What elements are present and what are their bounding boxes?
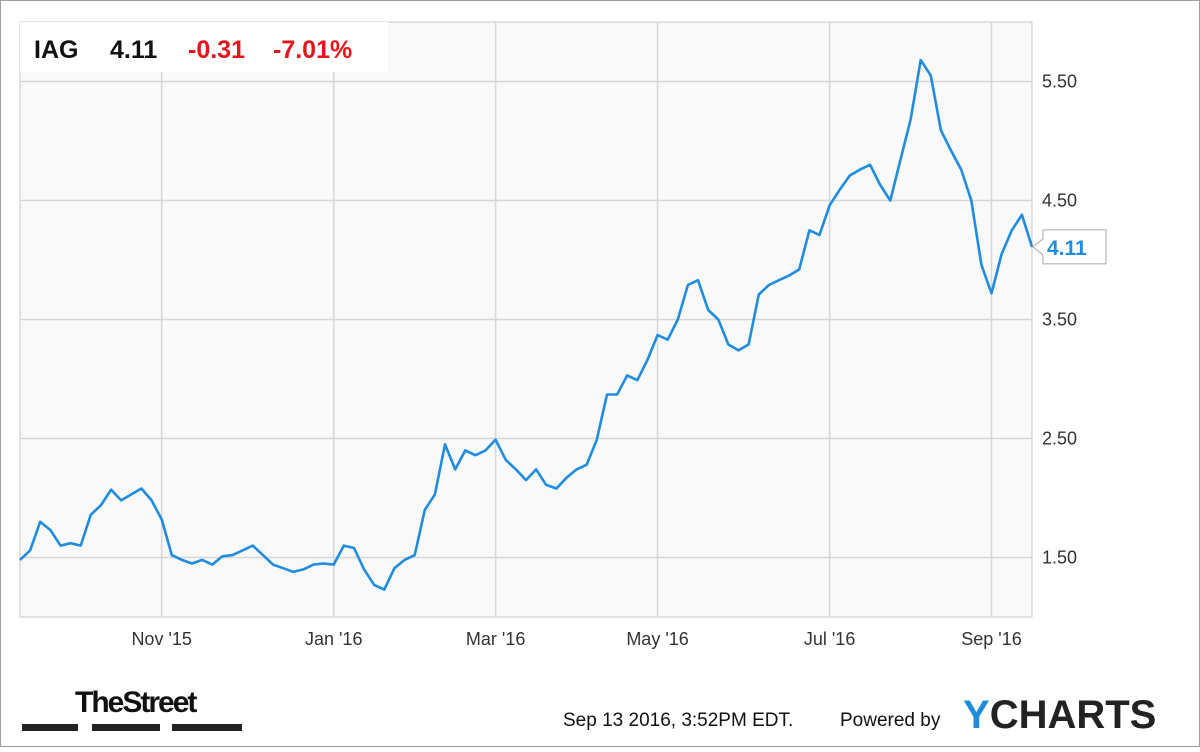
logo-bar [22,724,78,731]
x-tick-label: Sep '16 [961,629,1022,649]
x-tick-label: Nov '15 [131,629,191,649]
y-tick-label: 1.50 [1042,548,1077,568]
brand-rest: CHARTS [990,693,1157,737]
grid [20,22,1032,617]
brand-accent: Y [963,693,990,737]
y-tick-label: 4.50 [1042,191,1077,211]
series [19,58,1034,591]
quote-price: 4.11 [110,36,157,64]
x-tick-label: Mar '16 [466,629,525,649]
x-tick-label: Jan '16 [305,629,362,649]
x-tick-label: May '16 [626,629,688,649]
y-tick-label: 3.50 [1042,310,1077,330]
quote-change-percent: -7.01% [273,36,352,64]
source-logo: TheStreet [75,686,197,719]
quote-box [20,22,388,72]
y-tick-label: 2.50 [1042,429,1077,449]
powered-by: Powered by [840,710,941,731]
brand-logo: YCHARTS [963,693,1156,737]
last-value-label: 4.11 [1047,237,1087,260]
last-value-callout [1032,229,1107,265]
logo-bar [92,724,160,731]
logo-bar [172,724,242,731]
quote-symbol: IAG [34,36,78,64]
y-tick-label: 5.50 [1042,72,1077,92]
timestamp: Sep 13 2016, 3:52PM EDT. [563,710,793,731]
price-line [19,58,1034,591]
x-tick-label: Jul '16 [804,629,855,649]
quote-change: -0.31 [188,36,245,64]
